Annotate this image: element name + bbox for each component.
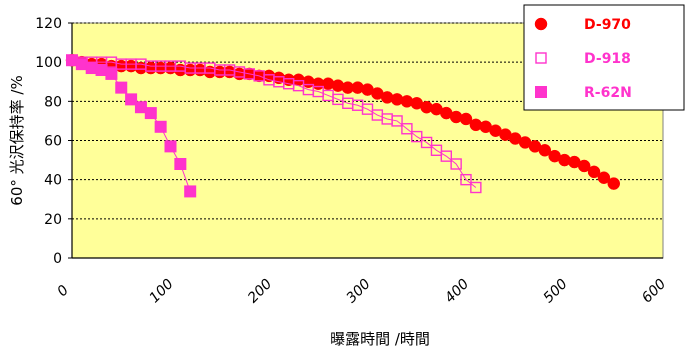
data-point bbox=[105, 67, 118, 80]
x-tick-label: 0 bbox=[54, 282, 72, 300]
data-point bbox=[391, 115, 403, 127]
data-point bbox=[85, 62, 98, 75]
x-tick-label: 200 bbox=[245, 276, 275, 306]
data-point bbox=[430, 144, 443, 156]
data-series bbox=[65, 53, 620, 198]
series-d-918 bbox=[66, 54, 482, 194]
y-tick-label: 0 bbox=[53, 251, 62, 267]
x-tick-label: 300 bbox=[344, 276, 374, 306]
data-point bbox=[184, 185, 197, 198]
data-point bbox=[125, 93, 138, 106]
data-point bbox=[115, 81, 128, 94]
y-axis-label: 60° 光沢保持率 /% bbox=[8, 75, 26, 205]
data-point bbox=[401, 123, 413, 135]
y-tick-label: 20 bbox=[44, 212, 62, 228]
y-tick-labels: 0 20 40 60 80 100 120 bbox=[35, 16, 62, 267]
data-point bbox=[411, 130, 423, 143]
y-tick-label: 100 bbox=[35, 55, 62, 71]
legend: D-970 D-918 R-62N bbox=[523, 4, 685, 111]
x-tick-label: 600 bbox=[639, 276, 669, 306]
x-tick-label: 500 bbox=[541, 276, 571, 306]
data-point bbox=[459, 112, 473, 126]
data-point bbox=[361, 103, 374, 115]
legend-label: D-918 bbox=[584, 51, 631, 67]
data-point bbox=[154, 120, 167, 133]
data-point bbox=[450, 158, 462, 170]
series-d-970 bbox=[65, 53, 620, 190]
y-tick-label: 60 bbox=[44, 134, 62, 150]
y-tick-label: 80 bbox=[44, 94, 62, 110]
series-r-62n bbox=[66, 54, 197, 198]
data-point bbox=[538, 144, 552, 157]
data-point bbox=[420, 136, 433, 149]
y-tick-label: 120 bbox=[35, 16, 62, 32]
y-tick-label: 40 bbox=[44, 173, 62, 189]
data-point bbox=[144, 107, 157, 120]
legend-marker bbox=[535, 52, 547, 64]
data-point bbox=[460, 173, 472, 186]
legend-marker bbox=[535, 86, 547, 98]
data-point bbox=[597, 171, 611, 184]
data-point bbox=[164, 140, 177, 153]
data-point bbox=[440, 150, 452, 162]
data-point bbox=[577, 159, 591, 173]
x-tick-label: 400 bbox=[442, 276, 472, 306]
legend-label: R-62N bbox=[584, 85, 632, 101]
data-point bbox=[174, 158, 187, 170]
x-tick-labels: 0 100 200 300 400 500 600 bbox=[54, 276, 669, 306]
data-point bbox=[607, 177, 620, 190]
x-axis-label: 曝露時間 /時間 bbox=[330, 330, 430, 348]
legend-marker bbox=[534, 17, 548, 31]
data-point bbox=[587, 165, 601, 179]
legend-label: D-970 bbox=[584, 17, 631, 33]
data-point bbox=[470, 181, 482, 194]
legend-box bbox=[523, 4, 685, 111]
x-tick-label: 100 bbox=[147, 276, 177, 306]
